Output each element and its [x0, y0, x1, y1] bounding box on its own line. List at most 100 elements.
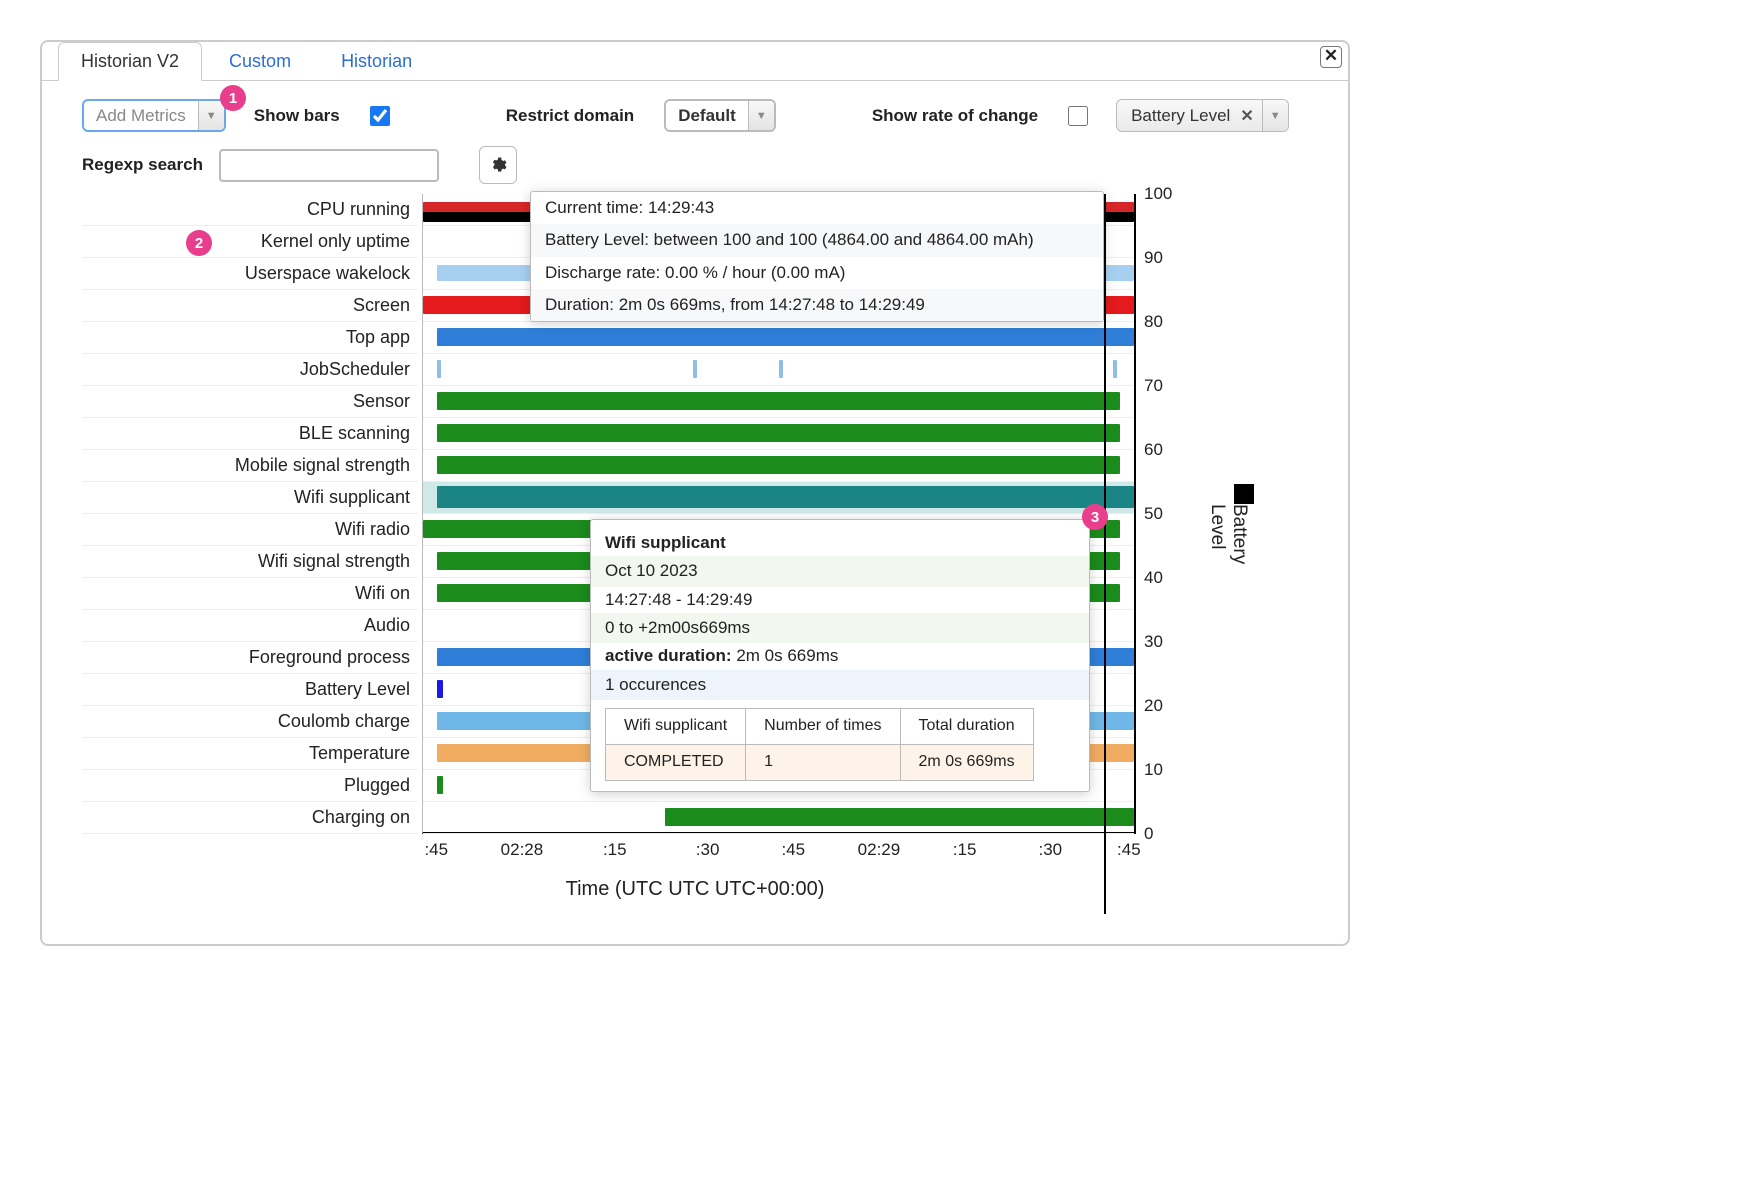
metric-track[interactable] [423, 354, 1134, 386]
metric-label[interactable]: Temperature [82, 738, 418, 770]
metric-label[interactable]: Mobile signal strength [82, 450, 418, 482]
y-tick: 20 [1144, 696, 1163, 716]
metric-label[interactable]: Wifi radio [82, 514, 418, 546]
metric-label[interactable]: CPU running [82, 194, 418, 226]
bar-segment[interactable] [1113, 360, 1117, 378]
tab-bar: Historian V2 Custom Historian [42, 41, 1348, 81]
bar-segment[interactable] [437, 456, 1120, 474]
bar-segment[interactable] [437, 776, 443, 794]
metric-track[interactable] [423, 322, 1134, 354]
bar-segment[interactable] [437, 424, 1120, 442]
x-tick: :15 [603, 840, 627, 860]
metric-track[interactable] [423, 450, 1134, 482]
close-button[interactable]: ✕ [1320, 46, 1342, 68]
metric-label[interactable]: Wifi supplicant [82, 482, 418, 514]
y-axis: 1009080706050403020100 [1144, 194, 1194, 834]
legend-square [1234, 484, 1254, 504]
table-header: Total duration [900, 709, 1033, 745]
table-cell: 2m 0s 669ms [900, 744, 1033, 780]
toolbar-row-1: Add Metrics ▼ 1 Show bars Restrict domai… [42, 81, 1348, 136]
show-rate-checkbox[interactable] [1068, 106, 1088, 126]
metric-label[interactable]: Audio [82, 610, 418, 642]
metric-label[interactable]: Top app [82, 322, 418, 354]
tooltip-line: Duration: 2m 0s 669ms, from 14:27:48 to … [531, 289, 1103, 321]
table-header: Wifi supplicant [606, 709, 746, 745]
bar-segment[interactable] [693, 360, 697, 378]
tab-custom[interactable]: Custom [206, 42, 314, 81]
y-tick: 80 [1144, 312, 1163, 332]
chevron-down-icon: ▼ [748, 101, 774, 130]
metric-label[interactable]: Coulomb charge [82, 706, 418, 738]
y-tick: 0 [1144, 824, 1153, 844]
table-header: Number of times [746, 709, 900, 745]
y-tick: 60 [1144, 440, 1163, 460]
metric-label[interactable]: JobScheduler [82, 354, 418, 386]
tooltip-title: Wifi supplicant [605, 530, 1075, 556]
x-tick: :45 [424, 840, 448, 860]
tooltip-timerange: 14:27:48 - 14:29:49 [605, 587, 1075, 613]
metric-track[interactable] [423, 418, 1134, 450]
table-cell: 1 [746, 744, 900, 780]
metric-label[interactable]: Plugged [82, 770, 418, 802]
metric-label[interactable]: Battery Level [82, 674, 418, 706]
show-bars-checkbox[interactable] [370, 106, 390, 126]
badge-2: 2 [186, 230, 212, 256]
metric-label[interactable]: Userspace wakelock [82, 258, 418, 290]
metric-label[interactable]: Kernel only uptime [82, 226, 418, 258]
y-tick: 50 [1144, 504, 1163, 524]
x-tick: :15 [953, 840, 977, 860]
tooltip-active-duration: active duration: 2m 0s 669ms [605, 643, 1075, 669]
add-metrics-dropdown[interactable]: Add Metrics ▼ [82, 99, 226, 132]
bar-segment[interactable] [437, 392, 1120, 410]
bar-segment[interactable] [779, 360, 783, 378]
y-tick: 40 [1144, 568, 1163, 588]
bar-segment[interactable] [437, 328, 1134, 346]
settings-button[interactable] [479, 146, 517, 184]
bar-segment[interactable] [437, 360, 441, 378]
chip-remove-icon[interactable]: ✕ [1240, 106, 1261, 126]
tooltip-line: Current time: 14:29:43 [531, 192, 1103, 224]
x-tick: 02:29 [858, 840, 901, 860]
show-bars-label: Show bars [254, 106, 340, 126]
time-cursor-line [1104, 194, 1106, 914]
restrict-domain-dropdown[interactable]: Default ▼ [664, 99, 776, 132]
y-tick: 90 [1144, 248, 1163, 268]
gear-icon [489, 156, 507, 174]
chevron-down-icon: ▼ [198, 101, 224, 130]
x-tick: :45 [781, 840, 805, 860]
metric-label[interactable]: Foreground process [82, 642, 418, 674]
x-axis: :4502:28:15:30:4502:29:15:30:45 [422, 840, 1136, 870]
bar-segment[interactable] [665, 808, 1134, 826]
y-tick: 10 [1144, 760, 1163, 780]
timeline-chart[interactable]: CPU runningKernel only uptimeUserspace w… [82, 194, 1308, 924]
tooltip-metric-detail: Wifi supplicant Oct 10 2023 14:27:48 - 1… [590, 519, 1090, 792]
metric-label[interactable]: Wifi signal strength [82, 546, 418, 578]
regexp-search-input[interactable] [219, 149, 439, 182]
chip-label: Battery Level [1117, 106, 1240, 126]
bar-segment[interactable] [437, 680, 443, 698]
tab-historian[interactable]: Historian [318, 42, 435, 81]
x-tick: :30 [1038, 840, 1062, 860]
tooltip-line: Discharge rate: 0.00 % / hour (0.00 mA) [531, 257, 1103, 289]
metric-label[interactable]: Charging on [82, 802, 418, 834]
metric-track[interactable] [423, 482, 1134, 514]
metric-label[interactable]: Screen [82, 290, 418, 322]
y-tick: 30 [1144, 632, 1163, 652]
chevron-down-icon: ▼ [1262, 100, 1288, 131]
x-tick: :45 [1117, 840, 1141, 860]
bar-segment[interactable] [437, 486, 1134, 508]
restrict-domain-label: Restrict domain [506, 106, 634, 126]
metric-track[interactable] [423, 386, 1134, 418]
metric-track[interactable] [423, 802, 1134, 834]
x-axis-label: Time (UTC UTC UTC+00:00) [82, 878, 1308, 901]
metric-chip-battery-level[interactable]: Battery Level ✕ ▼ [1116, 99, 1289, 132]
table-row: COMPLETED12m 0s 669ms [606, 744, 1034, 780]
metric-label[interactable]: BLE scanning [82, 418, 418, 450]
tooltip-line: Battery Level: between 100 and 100 (4864… [531, 224, 1103, 256]
tooltip-offset: 0 to +2m00s669ms [591, 613, 1089, 643]
tooltip-date: Oct 10 2023 [591, 556, 1089, 586]
tab-historian-v2[interactable]: Historian V2 [58, 42, 202, 81]
metric-label[interactable]: Wifi on [82, 578, 418, 610]
tooltip-table: Wifi supplicantNumber of timesTotal dura… [605, 708, 1034, 781]
metric-label[interactable]: Sensor [82, 386, 418, 418]
